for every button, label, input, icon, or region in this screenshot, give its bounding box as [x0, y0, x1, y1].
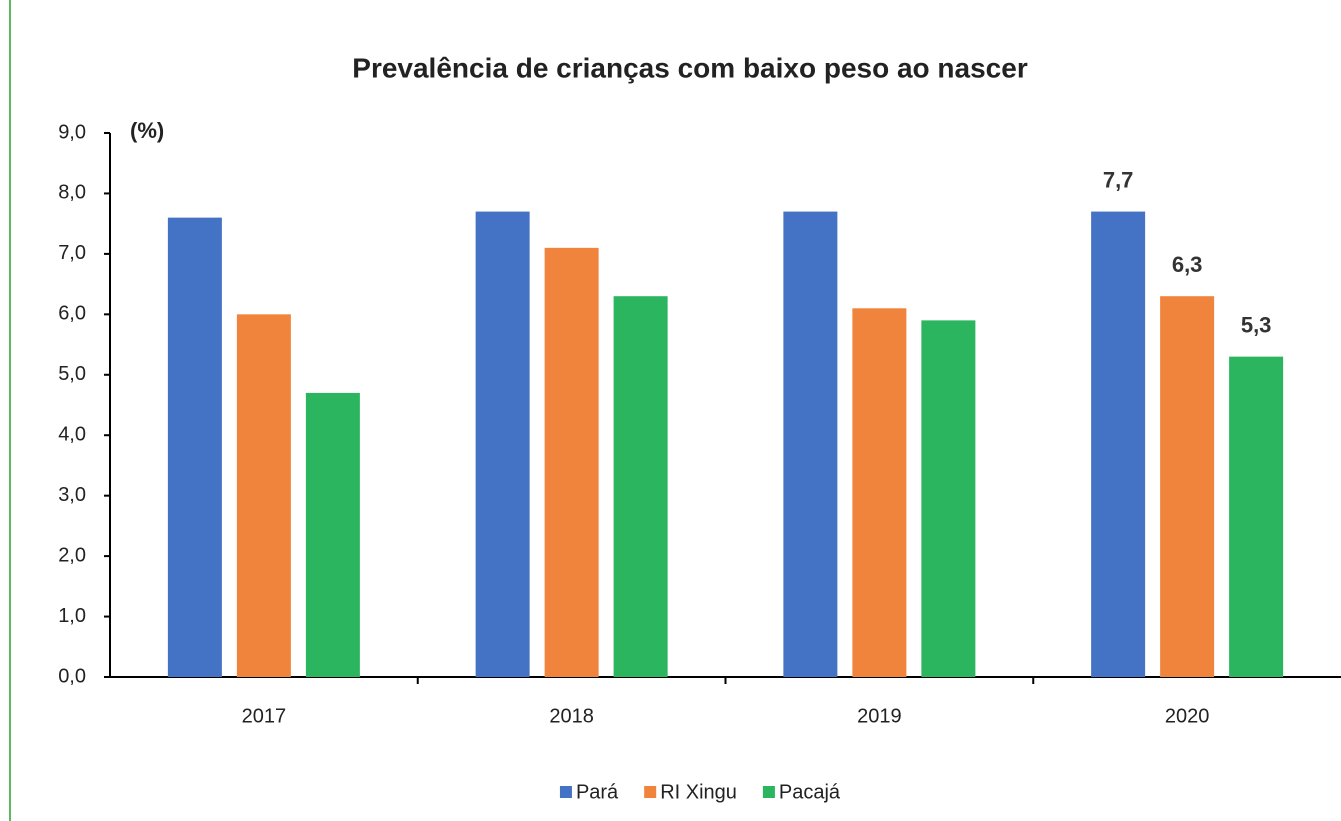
y-tick-label: 2,0: [58, 544, 86, 566]
y-tick-label: 9,0: [58, 121, 86, 143]
bar: [167, 217, 222, 677]
y-tick-label: 4,0: [58, 424, 86, 446]
bar: [852, 308, 907, 677]
bar: [613, 296, 668, 677]
legend-label: Pará: [576, 781, 619, 803]
legend-swatch: [762, 786, 775, 798]
y-tick-label: 1,0: [58, 605, 86, 627]
legend-swatch: [644, 786, 657, 798]
bar: [305, 392, 360, 677]
bar: [921, 320, 976, 677]
y-axis-label: (%): [130, 118, 164, 143]
legend-label: RI Xingu: [660, 781, 737, 803]
y-tick-label: 6,0: [58, 303, 86, 325]
y-tick-label: 5,0: [58, 363, 86, 385]
x-tick-label: 2020: [1165, 705, 1210, 727]
y-tick-label: 0,0: [58, 665, 86, 687]
bar: [1091, 211, 1146, 678]
bar: [544, 247, 599, 677]
bar: [1229, 356, 1284, 677]
bar: [1160, 296, 1215, 677]
bar: [475, 211, 530, 678]
value-label: 5,3: [1241, 312, 1272, 337]
y-tick-label: 7,0: [58, 242, 86, 264]
legend-label: Pacajá: [779, 781, 841, 803]
chart-title: Prevalência de crianças com baixo peso a…: [352, 52, 1028, 83]
bar: [783, 211, 838, 678]
y-tick-label: 3,0: [58, 484, 86, 506]
value-label: 7,7: [1103, 167, 1134, 192]
y-tick-label: 8,0: [58, 182, 86, 204]
legend-swatch: [559, 786, 572, 798]
x-tick-label: 2019: [857, 705, 902, 727]
x-tick-label: 2017: [242, 705, 287, 727]
bar: [236, 314, 291, 677]
value-label: 6,3: [1172, 252, 1203, 277]
x-tick-label: 2018: [549, 705, 594, 727]
